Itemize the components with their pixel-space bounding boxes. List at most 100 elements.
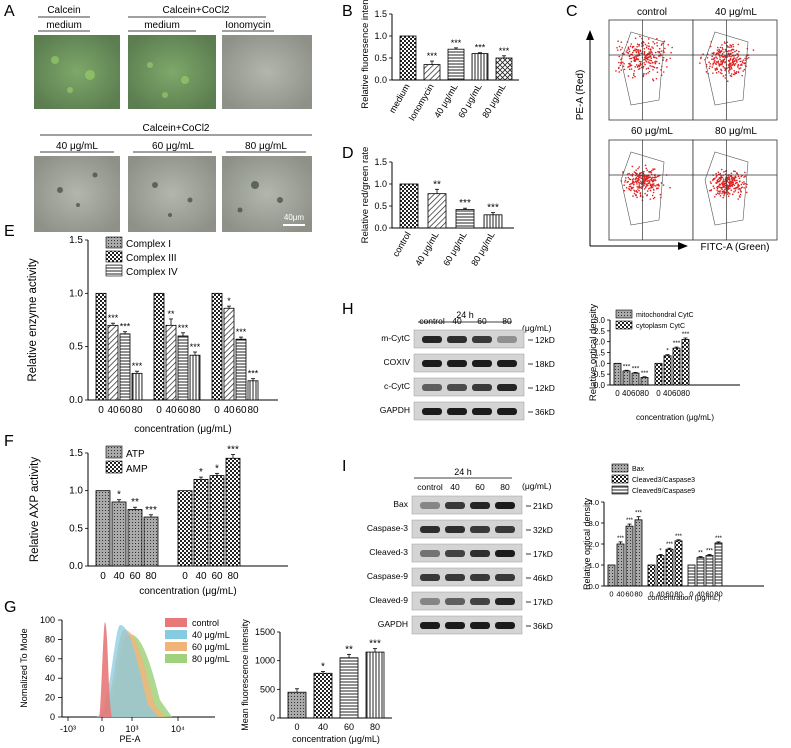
flow-dot (657, 184, 659, 187)
y-tick-label: 2.5 (594, 327, 606, 336)
label-60: 60 μg/mL (152, 141, 194, 152)
flow-dot (712, 178, 715, 180)
hist-xtick-label: -10³ (60, 724, 76, 734)
flow-dot (719, 190, 722, 192)
legend-swatch (105, 445, 123, 459)
flow-dot (711, 66, 714, 68)
flow-dot (644, 177, 646, 179)
flow-dot (727, 188, 729, 191)
flow-dot (639, 194, 642, 197)
y-tick-label: 4.0 (589, 498, 599, 507)
flow-dot (730, 172, 733, 175)
significance-label: *** (715, 536, 723, 542)
flow-dot (724, 61, 727, 63)
flow-dot (737, 43, 740, 46)
bar (165, 324, 177, 401)
significance-label: *** (108, 313, 119, 323)
bar (634, 519, 643, 587)
flow-dot (639, 175, 642, 177)
flow-dot (737, 71, 740, 74)
flow-dot (719, 192, 721, 194)
flow-dot (713, 187, 715, 190)
legend-swatch (615, 309, 633, 319)
flow-dot (716, 189, 718, 191)
panel-i-blot: 24 h (μg/mL) control 40 60 80 Bax 21kD Caspase… (367, 467, 553, 635)
blot-band (420, 574, 440, 581)
flow-dot (617, 67, 620, 70)
flow-dot (622, 65, 625, 68)
flow-dot (648, 45, 650, 48)
flow-dot (652, 168, 655, 171)
flow-dot (636, 66, 639, 68)
blot-band (420, 526, 440, 533)
flow-dot (739, 60, 742, 63)
flow-dot (636, 46, 638, 48)
flow-dot (650, 48, 652, 51)
flow-dot (737, 53, 739, 55)
flow-dot (624, 181, 626, 183)
bar (674, 540, 683, 587)
flow-dot (733, 184, 736, 187)
hist-ytick-label: 100 (40, 615, 55, 625)
blot-row-label: GAPDH (380, 405, 410, 415)
flow-dot (658, 51, 661, 53)
flow-title-60: 60 μg/mL (631, 126, 673, 137)
y-axis-label: Relative enzyme activity (27, 258, 39, 382)
x-tick-label: 0 (214, 405, 220, 416)
x-tick-label: 80 (131, 405, 143, 416)
flow-dot (644, 179, 647, 181)
flow-dot (724, 184, 727, 187)
flow-dot (656, 67, 659, 69)
flow-dot (652, 47, 654, 49)
hist-legend-swatch (165, 630, 187, 639)
flow-plots (608, 19, 778, 241)
flow-dot (743, 176, 745, 178)
significance-label: ** (698, 551, 703, 557)
flow-dot (638, 166, 640, 168)
flow-dot (654, 185, 657, 187)
flow-dot (633, 171, 636, 173)
flow-dot (730, 50, 732, 52)
flow-dot (720, 50, 723, 53)
bar (681, 339, 690, 386)
bar (399, 35, 417, 81)
flow-dot (736, 56, 739, 59)
flow-dot (732, 48, 735, 51)
flow-dot (728, 178, 731, 181)
chart-e: 0.00.51.01.50***40***60***80 0**40***60**… (27, 235, 278, 435)
flow-dot (623, 184, 625, 187)
x-tick-label: 0 (156, 405, 162, 416)
chart-h: 0.0 0.5 1.01.5 2.0 2.5 3.0 0 *** 40 *** 60 *** 80 0 * 4… (588, 304, 740, 422)
blot-band (497, 336, 517, 343)
flow-dot (632, 49, 635, 52)
flow-dot (647, 56, 650, 59)
significance-label: *** (120, 322, 131, 332)
y-axis-label: Relative optical density (582, 497, 592, 590)
flow-dot (706, 56, 709, 59)
flow-dot (741, 74, 743, 77)
flow-dot (653, 178, 655, 181)
flow-dot (734, 187, 737, 189)
flow-dot (723, 56, 726, 58)
x-tick-label: 80 (681, 389, 690, 398)
legend-swatch (611, 474, 629, 484)
flow-dot (633, 59, 635, 62)
bar (696, 557, 705, 587)
x-tick-label: 80 (674, 590, 682, 599)
x-tick-label: 0 (609, 590, 613, 599)
flow-dot (726, 50, 729, 53)
flow-dot (650, 50, 652, 53)
flow-title-80: 80 μg/mL (715, 126, 757, 137)
flow-dot (723, 67, 726, 69)
blot-i-unit: (μg/mL) (522, 481, 552, 491)
flow-dot (738, 68, 740, 70)
legend-label: AMP (126, 464, 148, 475)
flow-dot (653, 55, 655, 57)
scale-bar-label: 40μm (284, 213, 305, 222)
flow-dot (728, 64, 730, 67)
bar (119, 333, 131, 401)
flow-dot (623, 62, 625, 65)
x-tick-label: 40 (622, 389, 631, 398)
label-ionomycin: Ionomycin (225, 20, 271, 31)
flow-dot (734, 179, 737, 182)
